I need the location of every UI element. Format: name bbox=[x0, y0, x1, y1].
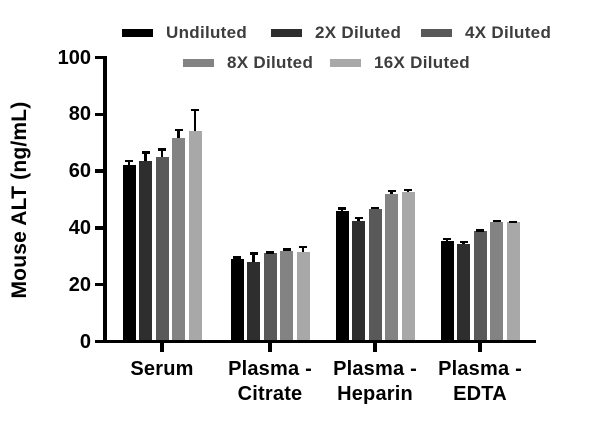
error-bar-cap bbox=[125, 159, 133, 163]
legend-label: Undiluted bbox=[166, 23, 248, 42]
legend-swatch bbox=[183, 58, 214, 68]
x-tick bbox=[268, 343, 272, 352]
legend-swatch bbox=[330, 58, 361, 68]
error-bar-cap bbox=[404, 188, 412, 192]
error-bar-stem bbox=[127, 159, 131, 166]
legend-item: 8X Diluted bbox=[183, 53, 313, 73]
x-axis-line bbox=[103, 339, 536, 344]
legend-label: 16X Diluted bbox=[374, 53, 470, 72]
legend-item: 16X Diluted bbox=[330, 53, 470, 73]
y-axis-title: Mouse ALT (ng/mL) bbox=[8, 101, 31, 299]
bar bbox=[506, 222, 520, 342]
x-category-label: Plasma - Citrate bbox=[228, 358, 312, 405]
y-axis-line bbox=[103, 56, 107, 343]
error-bar-cap bbox=[476, 229, 484, 232]
bar bbox=[490, 222, 503, 342]
bar bbox=[139, 161, 152, 342]
error-bar-stem bbox=[252, 252, 255, 262]
error-bar-stem bbox=[160, 148, 164, 157]
legend-swatch bbox=[421, 28, 452, 38]
bar bbox=[335, 210, 349, 342]
error-bar-cap bbox=[354, 216, 363, 220]
bar bbox=[368, 209, 382, 342]
legend-label: 8X Diluted bbox=[227, 53, 314, 72]
bar bbox=[457, 243, 470, 342]
bar bbox=[440, 240, 454, 342]
error-bar-cap bbox=[282, 248, 291, 251]
bar bbox=[172, 138, 185, 342]
x-category-label: Plasma - Heparin bbox=[333, 358, 417, 405]
bar bbox=[122, 165, 136, 342]
error-bar-stem bbox=[301, 245, 305, 253]
error-bar-cap bbox=[158, 148, 166, 151]
y-tick bbox=[94, 55, 104, 60]
y-tick bbox=[94, 112, 104, 117]
error-bar-cap bbox=[266, 251, 274, 254]
y-tick-label: 20 bbox=[68, 273, 91, 296]
x-tick bbox=[160, 343, 164, 352]
y-tick-label: 80 bbox=[68, 103, 91, 126]
error-bar-cap bbox=[387, 189, 396, 193]
bar bbox=[473, 230, 487, 342]
y-tick bbox=[94, 169, 104, 173]
y-tick-label: 60 bbox=[68, 160, 91, 183]
error-bar-cap bbox=[174, 128, 183, 131]
bar bbox=[247, 261, 260, 342]
x-category-label: Serum bbox=[130, 358, 194, 380]
x-tick bbox=[373, 343, 377, 352]
bar bbox=[280, 250, 293, 342]
legend-swatch bbox=[122, 28, 153, 38]
y-tick bbox=[94, 226, 104, 230]
x-tick bbox=[478, 343, 482, 352]
error-bar-cap bbox=[371, 206, 379, 210]
error-bar-cap bbox=[492, 219, 501, 223]
error-bar-cap bbox=[338, 207, 346, 210]
bar bbox=[188, 131, 202, 342]
y-tick-label: 100 bbox=[57, 46, 91, 69]
bar bbox=[296, 252, 310, 342]
legend-label: 2X Diluted bbox=[315, 23, 402, 42]
y-tick bbox=[94, 282, 104, 287]
error-bar-cap bbox=[459, 240, 468, 244]
bar bbox=[385, 193, 398, 342]
bar bbox=[352, 220, 365, 342]
x-category-label: Plasma - EDTA bbox=[438, 358, 522, 405]
error-bar-cap bbox=[233, 256, 241, 259]
error-bar-stem bbox=[193, 108, 197, 132]
legend-swatch bbox=[271, 28, 302, 38]
error-bar-cap bbox=[509, 220, 517, 224]
y-tick-label: 0 bbox=[79, 330, 91, 353]
error-bar-cap bbox=[141, 151, 150, 154]
bar bbox=[230, 259, 244, 342]
error-bar-cap bbox=[443, 237, 451, 241]
bar bbox=[263, 253, 277, 342]
legend-item: Undiluted bbox=[122, 23, 247, 43]
y-tick bbox=[94, 339, 104, 344]
bar bbox=[155, 156, 169, 342]
error-bar-cap bbox=[249, 252, 258, 255]
legend-item: 4X Diluted bbox=[421, 23, 551, 43]
error-bar-cap bbox=[299, 245, 307, 249]
error-bar-stem bbox=[144, 151, 147, 162]
y-tick-label: 40 bbox=[68, 216, 91, 239]
bar bbox=[401, 192, 415, 342]
error-bar-cap bbox=[191, 108, 199, 112]
legend-item: 2X Diluted bbox=[271, 23, 401, 43]
legend-label: 4X Diluted bbox=[465, 23, 552, 42]
error-bar-stem bbox=[177, 128, 180, 139]
